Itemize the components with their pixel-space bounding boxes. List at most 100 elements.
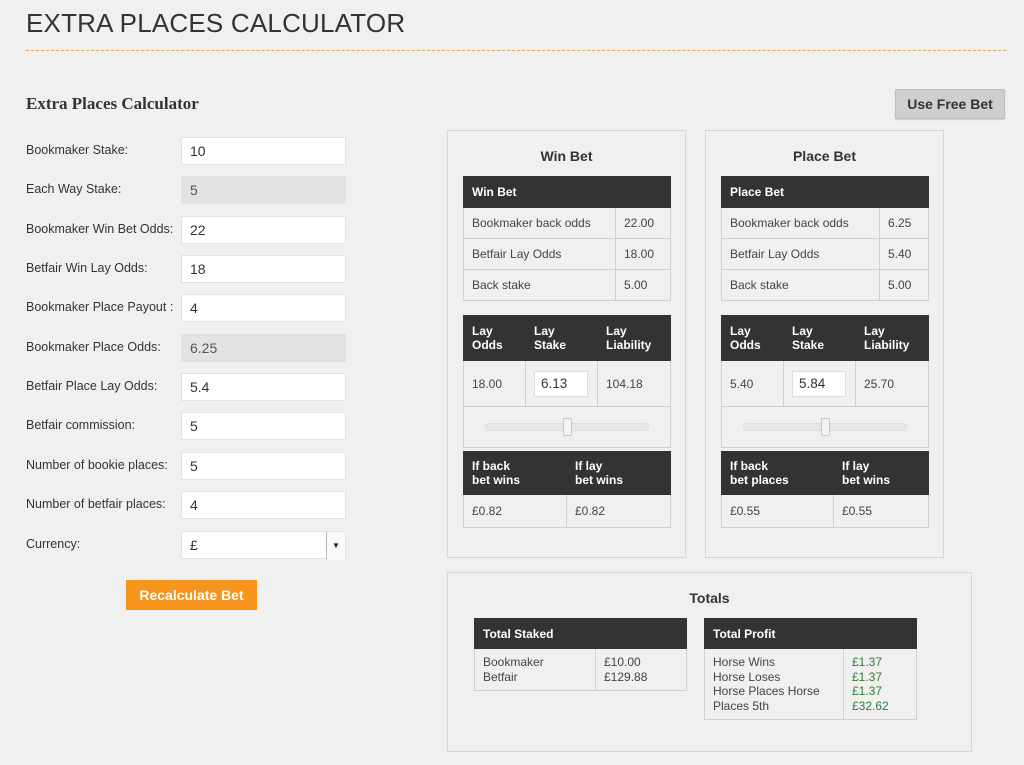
- table-row: Back stake 5.00: [721, 269, 929, 301]
- if-lay-wins-header: If lay bet wins: [833, 451, 929, 495]
- place-payout-label: Bookmaker Place Payout :: [26, 300, 174, 314]
- win-bet-odds-input[interactable]: 22: [181, 216, 346, 244]
- commission-input[interactable]: 5: [181, 412, 346, 440]
- row-value: 5.40: [879, 238, 929, 270]
- total-profit-table: Total Profit Horse Wins Horse Loses Hors…: [704, 618, 917, 720]
- place-odds-label: Bookmaker Place Odds:: [26, 340, 161, 354]
- place-bet-title: Place Bet: [792, 148, 857, 164]
- win-lay-odds-input[interactable]: 18: [181, 255, 346, 283]
- staked-value: £129.88: [604, 669, 648, 684]
- form-row-bookie-places: Number of bookie places: 5: [26, 452, 346, 480]
- recalculate-button[interactable]: Recalculate Bet: [126, 580, 257, 610]
- if-lay-wins-value: £0.82: [566, 494, 671, 528]
- total-staked-table: Total Staked Bookmaker Betfair £10.00 £1…: [474, 618, 687, 691]
- each-way-stake-input: 5: [181, 176, 346, 204]
- place-bet-odds-table: Place Bet Bookmaker back odds 6.25 Betfa…: [721, 176, 929, 301]
- page-title: EXTRA PLACES CALCULATOR: [26, 8, 406, 38]
- betfair-places-label: Number of betfair places:: [26, 497, 166, 511]
- staked-label: Betfair: [483, 669, 518, 684]
- lay-liability-value: 104.18: [597, 360, 671, 407]
- row-label: Betfair Lay Odds: [463, 238, 616, 270]
- commission-label: Betfair commission:: [26, 418, 136, 432]
- win-bet-table-header: Win Bet: [463, 176, 671, 208]
- place-outcome-table: If back bet places If lay bet wins £0.55…: [721, 451, 929, 528]
- staked-label: Bookmaker: [483, 655, 544, 669]
- slider-handle[interactable]: [563, 418, 572, 436]
- profit-label: Horse Loses: [713, 669, 781, 684]
- win-lay-odds-label: Betfair Win Lay Odds:: [26, 261, 148, 275]
- currency-value: £: [190, 537, 198, 553]
- totals-panel: Totals Total Staked Bookmaker Betfair £1…: [447, 572, 972, 752]
- row-value: 6.25: [879, 207, 929, 239]
- lay-odds-value: 5.40: [721, 360, 784, 407]
- if-back-places-header: If back bet places: [721, 451, 834, 495]
- staked-values-cell: £10.00 £129.88: [595, 648, 687, 691]
- row-label: Bookmaker back odds: [463, 207, 616, 239]
- form-row-place-lay-odds: Betfair Place Lay Odds: 5.4: [26, 373, 346, 401]
- table-row: Betfair Lay Odds 18.00: [463, 238, 671, 270]
- lay-stake-slider[interactable]: [485, 418, 649, 436]
- lay-stake-slider[interactable]: [743, 418, 907, 436]
- profit-values-cell: £1.37 £1.37 £1.37 £32.62: [843, 648, 917, 720]
- row-label: Betfair Lay Odds: [721, 238, 880, 270]
- lay-stake-header: Lay Stake: [783, 315, 856, 361]
- row-label: Bookmaker back odds: [721, 207, 880, 239]
- if-lay-wins-value: £0.55: [833, 494, 929, 528]
- lay-liability-value: 25.70: [855, 360, 929, 407]
- bookie-places-input[interactable]: 5: [181, 452, 346, 480]
- win-bet-panel: Win Bet Win Bet Bookmaker back odds 22.0…: [447, 130, 686, 558]
- place-lay-table: Lay Odds Lay Stake Lay Liability 5.40 5.…: [721, 315, 929, 448]
- if-back-wins-header: If back bet wins: [463, 451, 567, 495]
- lay-liability-header: Lay Liability: [855, 315, 929, 361]
- table-row: Bookmaker back odds 22.00: [463, 207, 671, 239]
- form-row-bookmaker-stake: Bookmaker Stake: 10: [26, 137, 346, 165]
- row-value: 5.00: [615, 269, 671, 301]
- currency-select[interactable]: £ ▼: [181, 531, 346, 560]
- win-bet-title: Win Bet: [540, 148, 593, 164]
- win-outcome-table: If back bet wins If lay bet wins £0.82 £…: [463, 451, 671, 528]
- totals-title: Totals: [689, 590, 730, 606]
- total-staked-header: Total Staked: [474, 618, 687, 649]
- betfair-places-input[interactable]: 4: [181, 491, 346, 519]
- chevron-down-icon[interactable]: ▼: [326, 532, 345, 560]
- slider-handle[interactable]: [821, 418, 830, 436]
- staked-value: £10.00: [604, 655, 641, 669]
- form-row-place-odds: Bookmaker Place Odds: 6.25: [26, 334, 346, 362]
- form-row-betfair-places: Number of betfair places: 4: [26, 491, 346, 519]
- lay-stake-input[interactable]: 5.84: [792, 370, 846, 397]
- bookie-places-label: Number of bookie places:: [26, 458, 168, 472]
- place-bet-table-header: Place Bet: [721, 176, 929, 208]
- if-lay-wins-header: If lay bet wins: [566, 451, 671, 495]
- profit-labels-cell: Horse Wins Horse Loses Horse Places Hors…: [704, 648, 844, 720]
- place-lay-odds-input[interactable]: 5.4: [181, 373, 346, 401]
- table-row: Bookmaker back odds 6.25: [721, 207, 929, 239]
- place-payout-input[interactable]: 4: [181, 294, 346, 322]
- profit-value: £1.37: [852, 669, 883, 684]
- lay-odds-value: 18.00: [463, 360, 526, 407]
- lay-stake-input[interactable]: 6.13: [534, 370, 588, 397]
- bookmaker-stake-input[interactable]: 10: [181, 137, 346, 165]
- use-free-bet-button[interactable]: Use Free Bet: [895, 89, 1005, 119]
- table-row: Back stake 5.00: [463, 269, 671, 301]
- lay-odds-header: Lay Odds: [463, 315, 526, 361]
- table-row: Betfair Lay Odds 5.40: [721, 238, 929, 270]
- title-divider: [26, 50, 1006, 51]
- profit-value: £32.62: [852, 698, 889, 713]
- lay-odds-header: Lay Odds: [721, 315, 784, 361]
- if-back-wins-value: £0.82: [463, 494, 567, 528]
- total-profit-header: Total Profit: [704, 618, 917, 649]
- profit-label: Horse Places Horse: [713, 684, 820, 698]
- currency-label: Currency:: [26, 537, 81, 551]
- bookmaker-stake-label: Bookmaker Stake:: [26, 143, 129, 157]
- row-value: 5.00: [879, 269, 929, 301]
- form-row-commission: Betfair commission: 5: [26, 412, 346, 440]
- row-label: Back stake: [721, 269, 880, 301]
- if-back-places-value: £0.55: [721, 494, 834, 528]
- each-way-stake-label: Each Way Stake:: [26, 182, 122, 196]
- form-row-win-odds: Bookmaker Win Bet Odds: 22: [26, 216, 346, 244]
- form-row-win-lay-odds: Betfair Win Lay Odds: 18: [26, 255, 346, 283]
- place-bet-panel: Place Bet Place Bet Bookmaker back odds …: [705, 130, 944, 558]
- place-lay-odds-label: Betfair Place Lay Odds:: [26, 379, 158, 393]
- profit-value: £1.37: [852, 655, 883, 669]
- place-odds-input: 6.25: [181, 334, 346, 362]
